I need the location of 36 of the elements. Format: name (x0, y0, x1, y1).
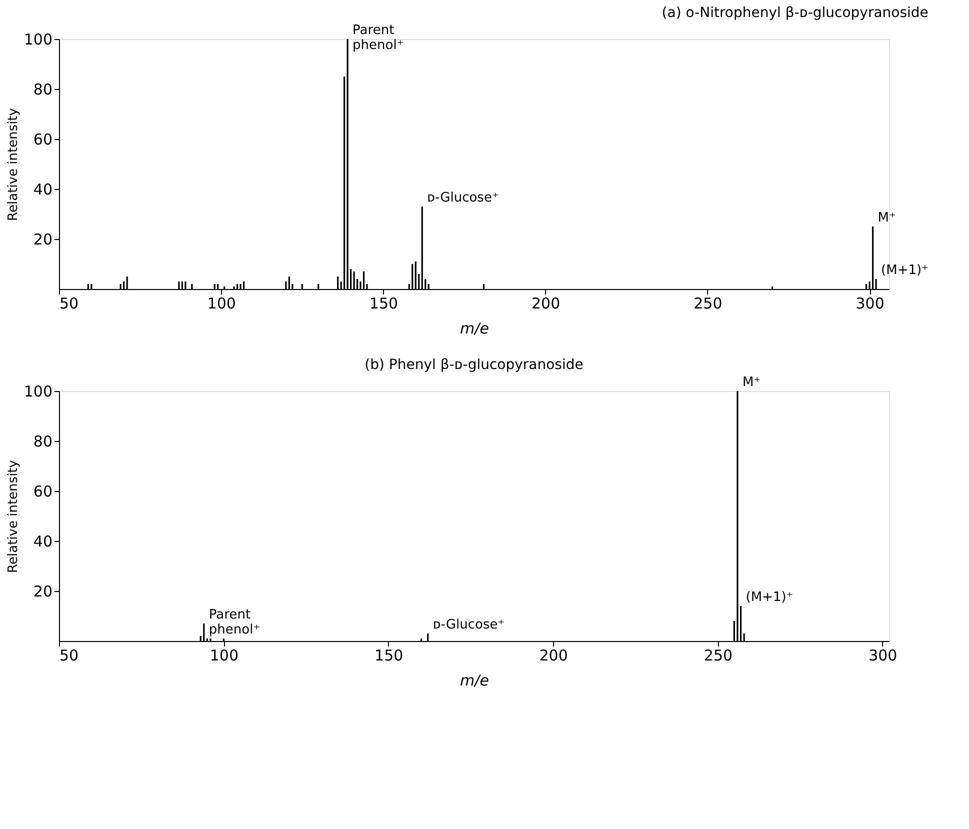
x-tick-label: 50 (60, 646, 79, 664)
annotation: Parent phenol⁺ (208, 608, 260, 638)
x-tick-label: 150 (374, 646, 404, 664)
annotation: ᴅ-Glucose⁺ (427, 190, 499, 206)
y-tick-label: 60 (33, 482, 52, 500)
y-tick-label: 40 (33, 532, 52, 550)
y-tick-label: 100 (24, 382, 52, 400)
x-tick-label: 50 (60, 294, 79, 312)
annotation: (M+1)⁺ (881, 263, 928, 278)
annotation: ᴅ-Glucose⁺ (432, 618, 505, 632)
chart-title: (a) o-Nitrophenyl β-ᴅ-glucopyranoside (662, 5, 928, 21)
x-tick-label: 100 (210, 646, 239, 664)
x-tick-label: 100 (207, 294, 236, 312)
annotation: M⁺ (878, 210, 896, 226)
y-tick-label: 80 (33, 432, 52, 450)
x-tick-label: 300 (868, 646, 898, 664)
x-tick-label: 200 (539, 646, 568, 664)
x-tick-label: 300 (856, 294, 884, 312)
y-tick-label: 60 (33, 130, 52, 148)
y-tick-label: 80 (33, 80, 52, 98)
x-tick-label: 250 (694, 294, 722, 312)
x-axis-title: m/e (460, 320, 489, 338)
x-axis-title: m/e (460, 672, 489, 690)
y-tick-label: 100 (24, 30, 52, 48)
y-tick-label: 20 (33, 582, 52, 600)
annotation: Parent phenol⁺ (352, 23, 404, 53)
y-tick-label: 40 (33, 180, 52, 198)
x-tick-label: 200 (532, 294, 560, 312)
y-axis-title: Relative intensity (6, 460, 21, 573)
chart-title: (b) Phenyl β-ᴅ-glucopyranoside (364, 357, 584, 373)
y-axis-title: Relative intensity (6, 108, 21, 221)
annotation: (M+1)⁺ (746, 590, 794, 605)
annotation: M⁺ (742, 375, 761, 390)
y-tick-label: 20 (33, 230, 52, 248)
x-tick-label: 250 (704, 646, 733, 664)
x-tick-label: 150 (369, 294, 398, 312)
